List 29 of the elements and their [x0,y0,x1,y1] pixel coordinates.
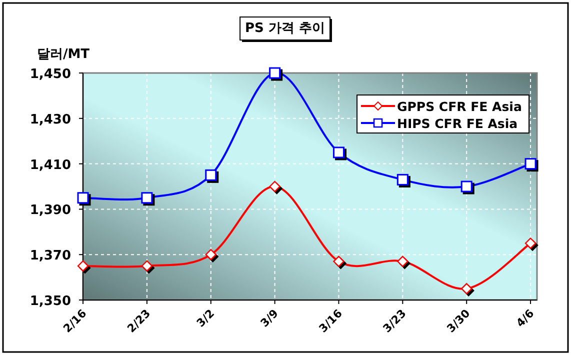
x-tick-label: 4/6 [514,306,537,330]
point [524,238,536,249]
point [333,256,344,268]
point [460,283,472,294]
point [269,67,281,79]
point [77,192,89,204]
y-tick-label: 1,450 [30,67,71,82]
point [332,146,344,158]
y-tick-label: 1,430 [30,112,71,128]
point [460,180,472,192]
point [141,192,153,204]
point [524,158,536,170]
point [205,169,217,181]
title: PS 가격 추이 [245,21,325,36]
point [269,180,280,192]
point [205,249,216,260]
x-tick-label: 3/9 [258,306,281,330]
x-tick-label: 3/2 [194,306,217,330]
legend-label: GPPS CFR FE Asia [397,99,522,114]
y-tick-label: 1,390 [30,203,71,218]
point [141,260,153,272]
legend-label: HIPS CFR FE Asia [397,116,518,131]
point [77,260,89,272]
point [396,174,408,186]
y-tick-label: 1,410 [30,158,71,173]
point [397,256,408,268]
y-tick-label: 1,350 [30,294,71,309]
y-tick-label: 1,370 [30,248,71,264]
y-axis-title: 달러/MT [37,47,90,62]
